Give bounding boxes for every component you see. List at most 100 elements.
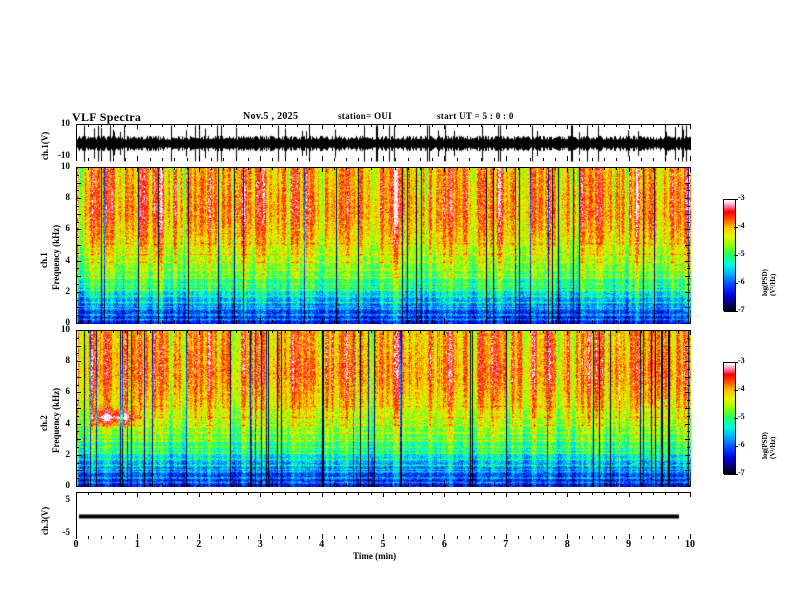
y-tick: [687, 284, 690, 285]
panel-ch1spec-ytick-0: 0: [65, 317, 71, 327]
colorbar-tick: [734, 311, 738, 312]
x-tick-label: 1: [134, 539, 140, 550]
y-tick: [685, 361, 690, 362]
colorbar-ch2-tick-0: -3: [738, 356, 745, 365]
x-tick: [616, 124, 618, 127]
x-tick: [333, 483, 335, 486]
x-tick: [677, 320, 679, 323]
y-tick: [687, 400, 690, 401]
x-tick: [100, 536, 102, 539]
colorbar-ch1-tick-1: -4: [738, 221, 745, 230]
x-tick: [88, 167, 90, 170]
x-tick: [542, 158, 544, 161]
x-tick: [518, 492, 520, 495]
x-tick: [223, 536, 225, 539]
x-tick: [591, 492, 593, 495]
x-tick: [383, 318, 384, 323]
x-tick: [518, 158, 520, 161]
y-tick: [685, 307, 690, 308]
x-tick: [677, 167, 679, 170]
x-tick: [112, 483, 114, 486]
x-tick: [567, 167, 569, 172]
x-tick: [677, 158, 679, 161]
colorbar-ch2-tick-3: -6: [738, 440, 745, 449]
x-tick: [653, 158, 655, 161]
x-tick: [76, 318, 77, 323]
x-tick: [223, 330, 225, 333]
x-tick: [665, 492, 667, 495]
x-tick: [247, 158, 249, 161]
x-tick: [383, 492, 384, 497]
x-tick: [518, 320, 520, 323]
y-tick: [76, 416, 79, 417]
x-tick: [432, 320, 434, 323]
x-tick: [690, 124, 691, 129]
x-tick: [579, 167, 581, 170]
x-tick: [690, 318, 691, 323]
x-tick: [591, 158, 593, 161]
x-tick: [149, 492, 151, 495]
x-tick: [76, 481, 77, 486]
x-tick: [456, 492, 458, 495]
x-tick: [112, 124, 114, 127]
y-tick: [685, 245, 690, 246]
x-tick: [616, 536, 618, 539]
y-tick: [687, 353, 690, 354]
x-tick: [554, 158, 556, 161]
x-tick: [284, 330, 286, 333]
y-tick: [76, 198, 81, 199]
y-tick: [687, 190, 690, 191]
x-tick: [186, 167, 188, 170]
x-tick: [493, 330, 495, 333]
x-tick: [542, 167, 544, 170]
x-tick: [235, 124, 237, 127]
y-tick: [687, 338, 690, 339]
x-tick: [247, 320, 249, 323]
x-tick: [297, 320, 299, 323]
x-tick: [591, 483, 593, 486]
x-tick: [186, 320, 188, 323]
x-tick: [579, 483, 581, 486]
x-tick: [604, 320, 606, 323]
colorbar-tick: [734, 362, 738, 363]
y-tick: [76, 486, 81, 487]
x-tick: [628, 330, 630, 335]
y-tick: [76, 361, 81, 362]
x-tick: [370, 158, 372, 161]
y-tick: [685, 229, 690, 230]
x-tick: [665, 158, 667, 161]
colorbar-ch1-tick-3: -6: [738, 277, 745, 286]
x-tick: [100, 483, 102, 486]
x-tick: [370, 492, 372, 495]
x-tick: [149, 158, 151, 161]
x-tick: [137, 318, 139, 323]
x-tick: [518, 124, 520, 127]
x-tick: [149, 536, 151, 539]
x-tick: [125, 330, 127, 333]
x-tick: [432, 330, 434, 333]
x-tick: [88, 158, 90, 161]
y-tick: [685, 408, 690, 409]
x-tick: [640, 330, 642, 333]
x-tick: [579, 330, 581, 333]
x-tick: [468, 536, 470, 539]
y-tick: [687, 315, 690, 316]
x-tick: [505, 156, 507, 161]
x-tick: [530, 330, 532, 333]
x-tick: [309, 536, 311, 539]
x-tick: [604, 158, 606, 161]
y-tick: [76, 346, 81, 347]
x-tick: [432, 167, 434, 170]
y-tick: [685, 377, 690, 378]
x-tick: [407, 330, 409, 333]
y-tick: [76, 392, 81, 393]
x-tick: [100, 330, 102, 333]
y-tick: [685, 330, 690, 331]
x-tick: [88, 536, 90, 539]
x-tick: [542, 124, 544, 127]
x-tick: [297, 124, 299, 127]
x-tick: [321, 534, 323, 539]
x-tick: [272, 330, 274, 333]
y-tick: [76, 245, 81, 246]
